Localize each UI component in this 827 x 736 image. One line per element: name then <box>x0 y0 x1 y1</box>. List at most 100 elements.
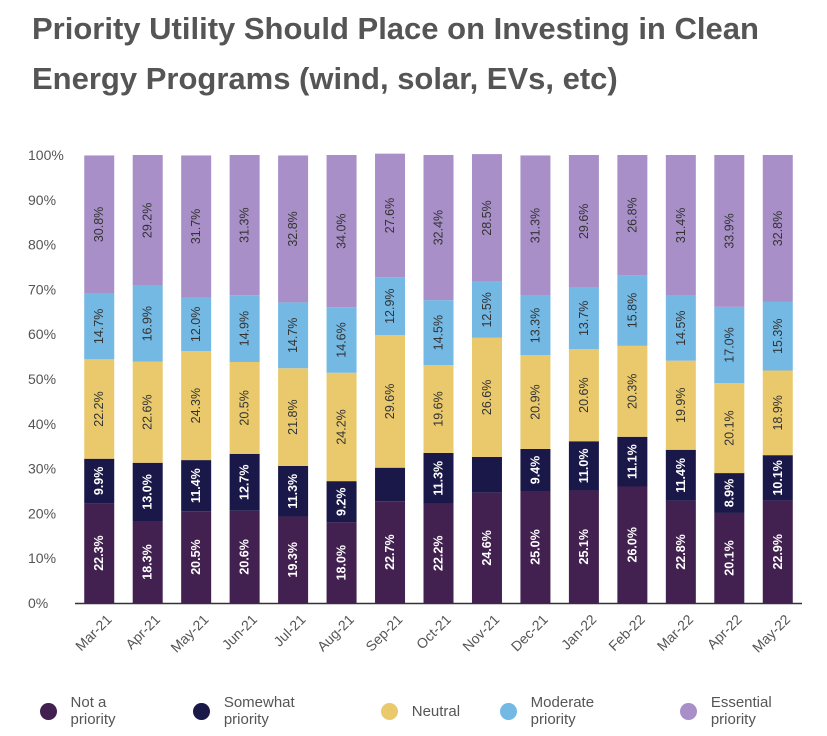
data-label: 18.0% <box>335 545 349 580</box>
bar-segment <box>375 277 406 336</box>
data-label: 14.9% <box>238 311 252 346</box>
bar-segment <box>520 155 551 296</box>
data-label: 11.3% <box>432 461 446 496</box>
bar-segment <box>326 307 357 373</box>
x-tick-label: Mar-21 <box>72 611 115 654</box>
legend-item: Moderate priority <box>488 694 640 728</box>
bar-segment <box>714 473 745 513</box>
bar-segment <box>665 360 696 450</box>
y-tick-label: 40% <box>28 416 56 432</box>
data-label: 24.6% <box>480 530 494 565</box>
data-label: 20.1% <box>722 540 736 575</box>
data-label: 12.7% <box>238 465 252 500</box>
bar-segment <box>375 153 406 278</box>
bar-segment <box>375 467 406 502</box>
data-label: 18.3% <box>141 544 155 579</box>
data-label: 8.9% <box>722 479 736 508</box>
bar-segment <box>278 302 309 369</box>
data-label: 22.3% <box>92 535 106 570</box>
y-tick-label: 0% <box>28 595 48 611</box>
bar-segment <box>665 295 696 361</box>
stacked-bar-chart: 0% 10% 20% 30% 40% 50% 60% 70% 80% 90% 100% 22.3% 9.… <box>28 147 802 655</box>
bar-segment <box>568 441 599 491</box>
data-label: 13.7% <box>577 301 591 336</box>
legend-item: Essential priority <box>668 694 818 728</box>
y-tick-label: 10% <box>28 550 56 566</box>
data-label: 9.2% <box>335 488 349 517</box>
data-label: 32.8% <box>286 211 300 246</box>
data-label: 16.9% <box>141 306 155 341</box>
data-label: 22.8% <box>674 534 688 569</box>
data-label: 12.9% <box>383 288 397 323</box>
legend-item: Not a priority <box>28 694 153 728</box>
bar-segment <box>665 500 696 603</box>
bar-segment <box>665 155 696 296</box>
y-tick-label: 20% <box>28 505 56 521</box>
data-label: 21.8% <box>286 399 300 434</box>
data-label: 33.9% <box>722 213 736 248</box>
x-tick-label: Feb-22 <box>605 611 648 654</box>
data-label: 29.2% <box>141 203 155 238</box>
data-label: 32.8% <box>771 211 785 246</box>
bar-segment <box>84 359 115 459</box>
legend-label: Somewhat priority <box>223 694 295 728</box>
y-tick-label: 80% <box>28 237 56 253</box>
data-label: 22.7% <box>383 534 397 569</box>
legend-swatch <box>380 702 398 720</box>
bar-segment <box>326 481 357 523</box>
legend-label: Not a priority <box>70 694 116 728</box>
bar-segment <box>278 465 309 517</box>
data-label: 11.3% <box>286 474 300 509</box>
legend-swatch <box>40 702 57 720</box>
data-label: 28.5% <box>480 200 494 235</box>
x-tick-label: May-21 <box>167 611 211 655</box>
data-label: 20.3% <box>625 374 639 409</box>
bar-segment <box>84 155 115 294</box>
bar-segment <box>278 155 309 303</box>
bar-segment <box>375 335 406 468</box>
legend-item: Neutral <box>369 702 461 720</box>
data-label: 14.7% <box>286 318 300 353</box>
bar-segment <box>423 452 454 504</box>
chart-legend: Not a priority Somewhat priority Neutral Mo… <box>28 694 818 728</box>
x-tick-label: Dec-21 <box>508 611 551 654</box>
legend-swatch <box>680 702 697 720</box>
legend-label: Moderate priority <box>530 694 595 728</box>
data-label: 24.3% <box>189 388 203 423</box>
legend-label: Essential priority <box>710 694 772 728</box>
bar-segment <box>181 460 212 512</box>
bar-segment <box>132 521 163 603</box>
data-label: 9.4% <box>528 456 542 485</box>
data-label: 15.3% <box>771 318 785 353</box>
bar-segment <box>617 275 648 346</box>
x-tick-label: Oct-21 <box>413 611 454 652</box>
bar-segment <box>520 448 551 491</box>
data-label: 25.0% <box>528 529 542 564</box>
bar-segment <box>84 503 115 603</box>
bar-segment <box>714 512 745 603</box>
data-label: 20.1% <box>722 410 736 445</box>
bar-segment <box>762 370 793 456</box>
data-label: 24.2% <box>335 409 349 444</box>
bar-segment <box>278 516 309 603</box>
bar-segment <box>714 306 745 384</box>
bar-segment <box>520 355 551 449</box>
bar-segment <box>326 372 357 482</box>
legend-label: Neutral <box>411 702 461 720</box>
data-label: 12.5% <box>480 292 494 327</box>
data-label: 18.9% <box>771 395 785 430</box>
legend-item: Somewhat priority <box>181 694 341 728</box>
legend-swatch <box>500 702 517 720</box>
bar-segment <box>423 365 454 453</box>
legend-swatch <box>193 702 210 720</box>
data-label: 19.9% <box>674 387 688 422</box>
data-label: 14.5% <box>432 315 446 350</box>
data-label: 15.8% <box>625 293 639 328</box>
data-label: 34.0% <box>335 213 349 248</box>
y-tick-label: 50% <box>28 371 56 387</box>
bar-segment <box>762 500 793 603</box>
bar-segment <box>762 455 793 501</box>
y-tick-label: 60% <box>28 326 56 342</box>
bar-segment <box>229 295 260 362</box>
x-tick-label: Sep-21 <box>362 611 405 654</box>
